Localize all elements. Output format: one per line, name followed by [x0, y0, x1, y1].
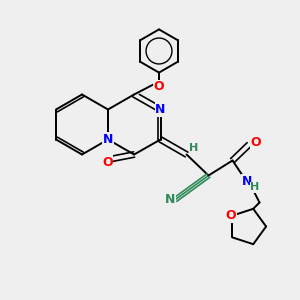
Text: N: N [103, 133, 113, 146]
Text: H: H [250, 182, 260, 193]
Text: N: N [155, 103, 166, 116]
Text: N: N [165, 193, 175, 206]
Text: O: O [102, 156, 113, 169]
Text: N: N [242, 175, 252, 188]
Text: O: O [250, 136, 261, 149]
Text: H: H [190, 143, 199, 153]
Text: O: O [154, 80, 164, 94]
Text: O: O [226, 209, 236, 222]
